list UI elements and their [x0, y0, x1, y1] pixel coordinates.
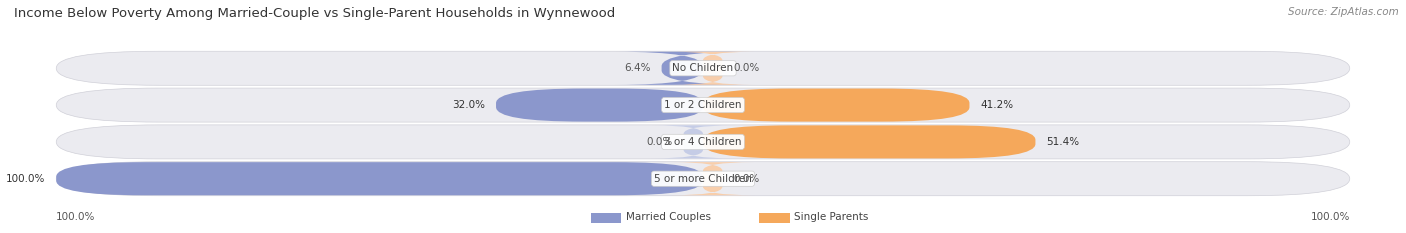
Text: 100.0%: 100.0% [6, 174, 45, 184]
Text: 0.0%: 0.0% [734, 174, 759, 184]
Text: 32.0%: 32.0% [451, 100, 485, 110]
Text: Source: ZipAtlas.com: Source: ZipAtlas.com [1288, 7, 1399, 17]
Text: 6.4%: 6.4% [624, 63, 651, 73]
FancyBboxPatch shape [703, 89, 970, 122]
FancyBboxPatch shape [56, 88, 1350, 122]
Text: No Children: No Children [672, 63, 734, 73]
Bar [759, 213, 790, 223]
FancyBboxPatch shape [703, 125, 1035, 158]
FancyBboxPatch shape [56, 125, 1350, 159]
Text: 41.2%: 41.2% [981, 100, 1014, 110]
FancyBboxPatch shape [496, 89, 703, 122]
Text: 0.0%: 0.0% [734, 63, 759, 73]
FancyBboxPatch shape [56, 162, 1350, 196]
Bar [591, 213, 621, 223]
FancyBboxPatch shape [652, 125, 735, 158]
Text: 3 or 4 Children: 3 or 4 Children [664, 137, 742, 147]
FancyBboxPatch shape [671, 162, 754, 195]
Text: Single Parents: Single Parents [794, 212, 869, 222]
FancyBboxPatch shape [56, 162, 703, 195]
Text: 5 or more Children: 5 or more Children [654, 174, 752, 184]
Text: 1 or 2 Children: 1 or 2 Children [664, 100, 742, 110]
Text: 0.0%: 0.0% [647, 137, 672, 147]
Text: 51.4%: 51.4% [1046, 137, 1080, 147]
Text: Married Couples: Married Couples [626, 212, 710, 222]
FancyBboxPatch shape [56, 51, 1350, 85]
Text: 100.0%: 100.0% [1310, 212, 1350, 222]
Text: Income Below Poverty Among Married-Couple vs Single-Parent Households in Wynnewo: Income Below Poverty Among Married-Coupl… [14, 7, 616, 20]
FancyBboxPatch shape [671, 52, 754, 85]
Text: 100.0%: 100.0% [56, 212, 96, 222]
FancyBboxPatch shape [616, 52, 749, 85]
